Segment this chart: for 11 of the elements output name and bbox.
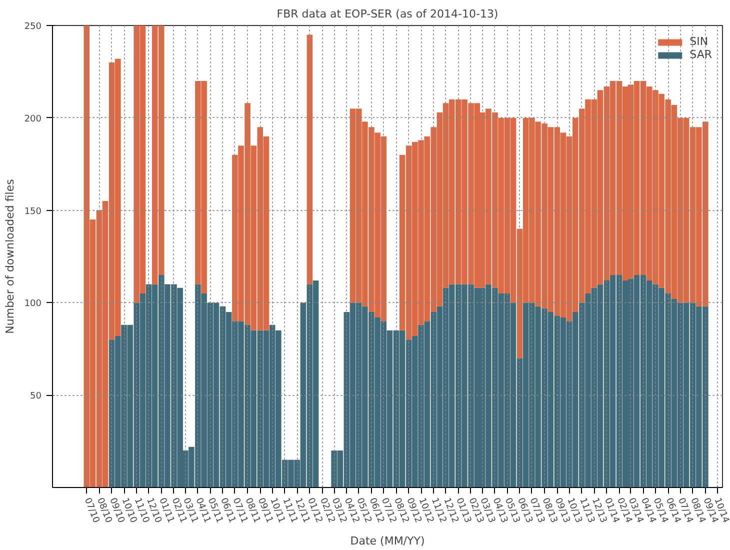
x-axis-title: Date (MM/YY) <box>350 534 425 548</box>
chart-title: FBR data at EOP-SER (as of 2014-10-13) <box>276 8 498 20</box>
y-tick-label: 200 <box>24 114 42 124</box>
x-tick-label: 07/10 <box>82 496 101 525</box>
y-axis-title: Number of downloaded files <box>3 178 16 334</box>
y-tick-label: 250 <box>24 22 42 32</box>
legend-label: SIN <box>690 35 710 48</box>
y-tick-label: 50 <box>30 392 42 402</box>
y-tick-label: 100 <box>24 299 42 310</box>
legend-label: SAR <box>690 48 712 61</box>
y-tick-label: 150 <box>24 206 42 217</box>
